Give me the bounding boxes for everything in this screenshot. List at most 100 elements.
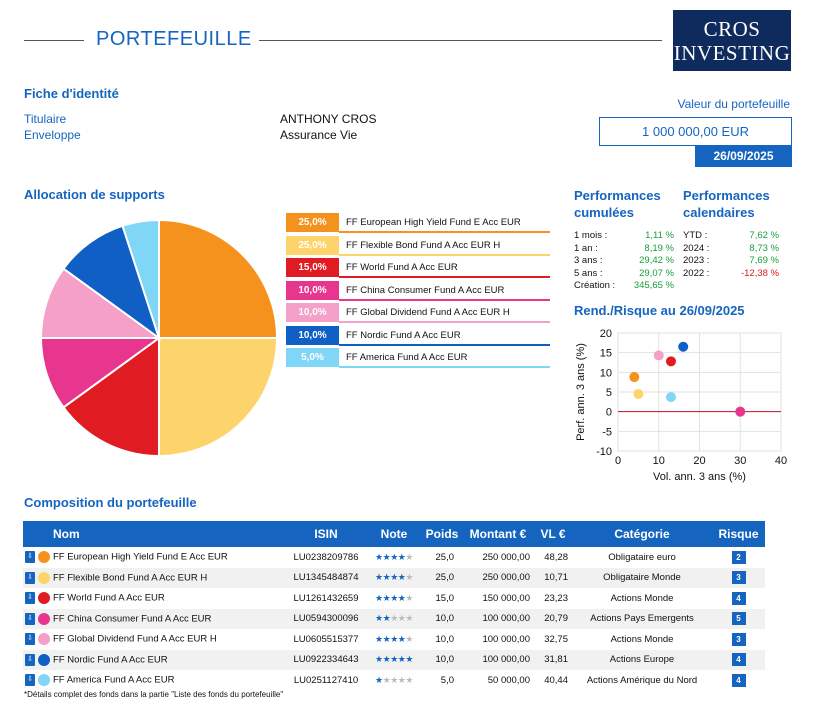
risk-badge[interactable]: 3	[731, 571, 746, 585]
star-icons: ★★★★★	[375, 552, 413, 562]
nav-cell: 40,44	[544, 674, 568, 686]
risk-badge[interactable]: 4	[731, 673, 746, 687]
holder-value: ANTHONY CROS	[280, 112, 377, 126]
fund-name[interactable]: FF China Consumer Fund A Acc EUR	[53, 613, 212, 625]
scatter-y-label: Perf. ann. 3 ans (%)	[575, 343, 587, 441]
isin-cell: LU0594300096	[286, 608, 366, 629]
fund-cell: ⇩ FF America Fund A Acc EUR	[23, 670, 286, 691]
pdf-icon[interactable]: ⇩	[25, 674, 35, 687]
star-icon: ★	[382, 613, 391, 624]
nav-cell: 23,23	[544, 592, 568, 604]
fund-color-dot	[38, 592, 50, 605]
risk-return-scatter-chart: 0 10 20 30 40 -10 -5 0 5 10 15 20 Vol. ann. 3 ans (%…	[575, 328, 787, 483]
perf-cumulative-label: 3 ans :	[574, 255, 603, 266]
star-icon: ★	[397, 551, 406, 562]
fund-name[interactable]: FF European High Yield Fund E Acc EUR	[53, 551, 228, 563]
scatter-point	[665, 356, 676, 367]
allocation-legend-name: FF China Consumer Fund A Acc EUR	[346, 284, 505, 296]
fund-name[interactable]: FF World Fund A Acc EUR	[53, 592, 165, 604]
holder-label: Titulaire	[24, 112, 67, 126]
pdf-icon[interactable]: ⇩	[25, 571, 35, 584]
star-icon: ★	[375, 674, 383, 685]
star-icon: ★	[382, 674, 391, 685]
header-rule-left	[24, 40, 84, 41]
risk-badge[interactable]: 4	[731, 653, 746, 667]
risk-badge[interactable]: 3	[731, 632, 746, 646]
scatter-point	[665, 392, 676, 403]
risk-cell: 3	[712, 629, 765, 650]
perf-cumulative-label: 5 ans :	[574, 267, 603, 279]
allocation-section-title: Allocation de supports	[24, 187, 165, 202]
isin-cell: LU1345484874	[286, 567, 366, 588]
col-risk: Risque	[712, 521, 765, 547]
star-icon: ★	[397, 654, 406, 665]
rating-stars: ★★★★★	[366, 608, 422, 629]
rating-stars: ★★★★★	[366, 629, 422, 650]
risk-badge[interactable]: 2	[731, 550, 746, 564]
pdf-icon[interactable]: ⇩	[25, 653, 35, 666]
allocation-legend-pct: 25,0%	[286, 235, 339, 255]
portfolio-value-amount: 1 000 000,00 EUR	[599, 117, 792, 146]
star-icons: ★★★★★	[375, 634, 413, 644]
nav-cell: 20,79	[534, 608, 572, 629]
fund-name[interactable]: FF Nordic Fund A Acc EUR	[53, 654, 168, 666]
scatter-y-tick: 15	[600, 348, 612, 360]
scatter-x-tick: 30	[734, 455, 746, 467]
portfolio-value-label: Valeur du portefeuille	[677, 97, 790, 111]
allocation-legend-name: FF Global Dividend Fund A Acc EUR H	[346, 307, 510, 318]
allocation-legend-pct: 15,0%	[286, 258, 339, 277]
amount-cell: 50 000,00	[487, 674, 530, 686]
star-icon: ★	[405, 654, 413, 665]
risk-cell: 4	[712, 670, 765, 691]
page-title: PORTEFEUILLE	[96, 28, 252, 50]
pdf-icon[interactable]: ⇩	[25, 551, 35, 564]
composition-row: ⇩ FF Global Dividend Fund A Acc EUR H LU06…	[23, 629, 765, 650]
composition-row: ⇩ FF China Consumer Fund A Acc EUR LU05943…	[23, 608, 765, 629]
envelope-value: Assurance Vie	[280, 128, 358, 142]
perf-cumulative-label: Création :	[574, 280, 616, 291]
pie-slice	[62, 336, 160, 457]
risk-badge[interactable]: 4	[731, 591, 746, 605]
composition-row: ⇩ FF Nordic Fund A Acc EUR LU0922334643 ★★★…	[23, 649, 765, 670]
star-icon: ★	[405, 633, 413, 644]
composition-header-row: Nom ISIN Note Poids Montant € VL € Catég…	[23, 521, 765, 547]
amount-cell: 100 000,00	[482, 633, 530, 645]
fund-color-dot	[38, 653, 50, 666]
pdf-icon[interactable]: ⇩	[25, 612, 35, 625]
allocation-legend-underline	[339, 298, 550, 301]
composition-footnote: *Détails complet des fonds dans la parti…	[24, 690, 284, 699]
risk-cell: 4	[712, 649, 765, 670]
star-icon: ★	[382, 592, 391, 603]
fund-color-dot	[38, 551, 50, 564]
scatter-y-tick: 10	[600, 367, 612, 379]
fund-name[interactable]: FF Flexible Bond Fund A Acc EUR H	[53, 572, 208, 584]
pie-slice	[40, 267, 163, 339]
weight-cell: 10,0	[422, 608, 462, 629]
allocation-legend-name: FF World Fund A Acc EUR	[346, 262, 458, 273]
pdf-icon[interactable]: ⇩	[25, 592, 35, 605]
allocation-legend-name: FF Nordic Fund A Acc EUR	[346, 329, 461, 341]
fund-name[interactable]: FF America Fund A Acc EUR	[53, 674, 175, 686]
header-rule-right	[259, 40, 662, 41]
allocation-legend-item: 10,0% FF Global Dividend Fund A Acc EUR H	[286, 303, 550, 323]
perf-calendar-label: YTD :	[683, 230, 708, 241]
composition-row: ⇩ FF Flexible Bond Fund A Acc EUR H LU1345…	[23, 567, 765, 588]
star-icon: ★	[405, 592, 413, 603]
perf-calendar-value: 7,69 %	[749, 255, 779, 266]
pdf-icon[interactable]: ⇩	[25, 633, 35, 646]
star-icon: ★	[382, 551, 391, 562]
rating-stars: ★★★★★	[366, 547, 422, 568]
perf-cumulative-value: 29,07 %	[639, 267, 674, 279]
fund-color-dot	[38, 674, 50, 687]
scatter-x-tick: 0	[615, 455, 621, 467]
amount-cell: 150 000,00	[482, 592, 530, 604]
brand-logo: CROS INVESTING	[673, 10, 791, 71]
fund-name[interactable]: FF Global Dividend Fund A Acc EUR H	[53, 633, 217, 645]
weight-cell: 10,0	[422, 649, 462, 670]
allocation-legend-pct: 5,0%	[286, 348, 339, 367]
risk-badge[interactable]: 5	[731, 612, 746, 626]
allocation-legend-name: FF European High Yield Fund E Acc EUR	[346, 217, 521, 228]
star-icon: ★	[405, 613, 413, 624]
star-icon: ★	[375, 572, 383, 583]
fund-cell: ⇩ FF Flexible Bond Fund A Acc EUR H	[23, 567, 286, 588]
